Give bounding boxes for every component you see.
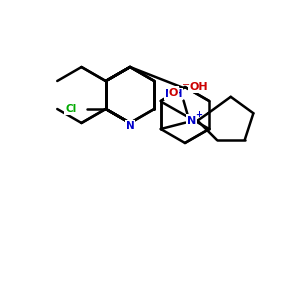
Text: N: N [187, 116, 196, 126]
Text: NH: NH [165, 89, 182, 99]
Text: OH: OH [189, 82, 208, 92]
Text: O: O [169, 88, 178, 98]
Text: Cl: Cl [65, 104, 76, 114]
Text: +: + [195, 110, 202, 119]
Text: −: − [182, 80, 190, 90]
Text: N: N [126, 121, 134, 131]
